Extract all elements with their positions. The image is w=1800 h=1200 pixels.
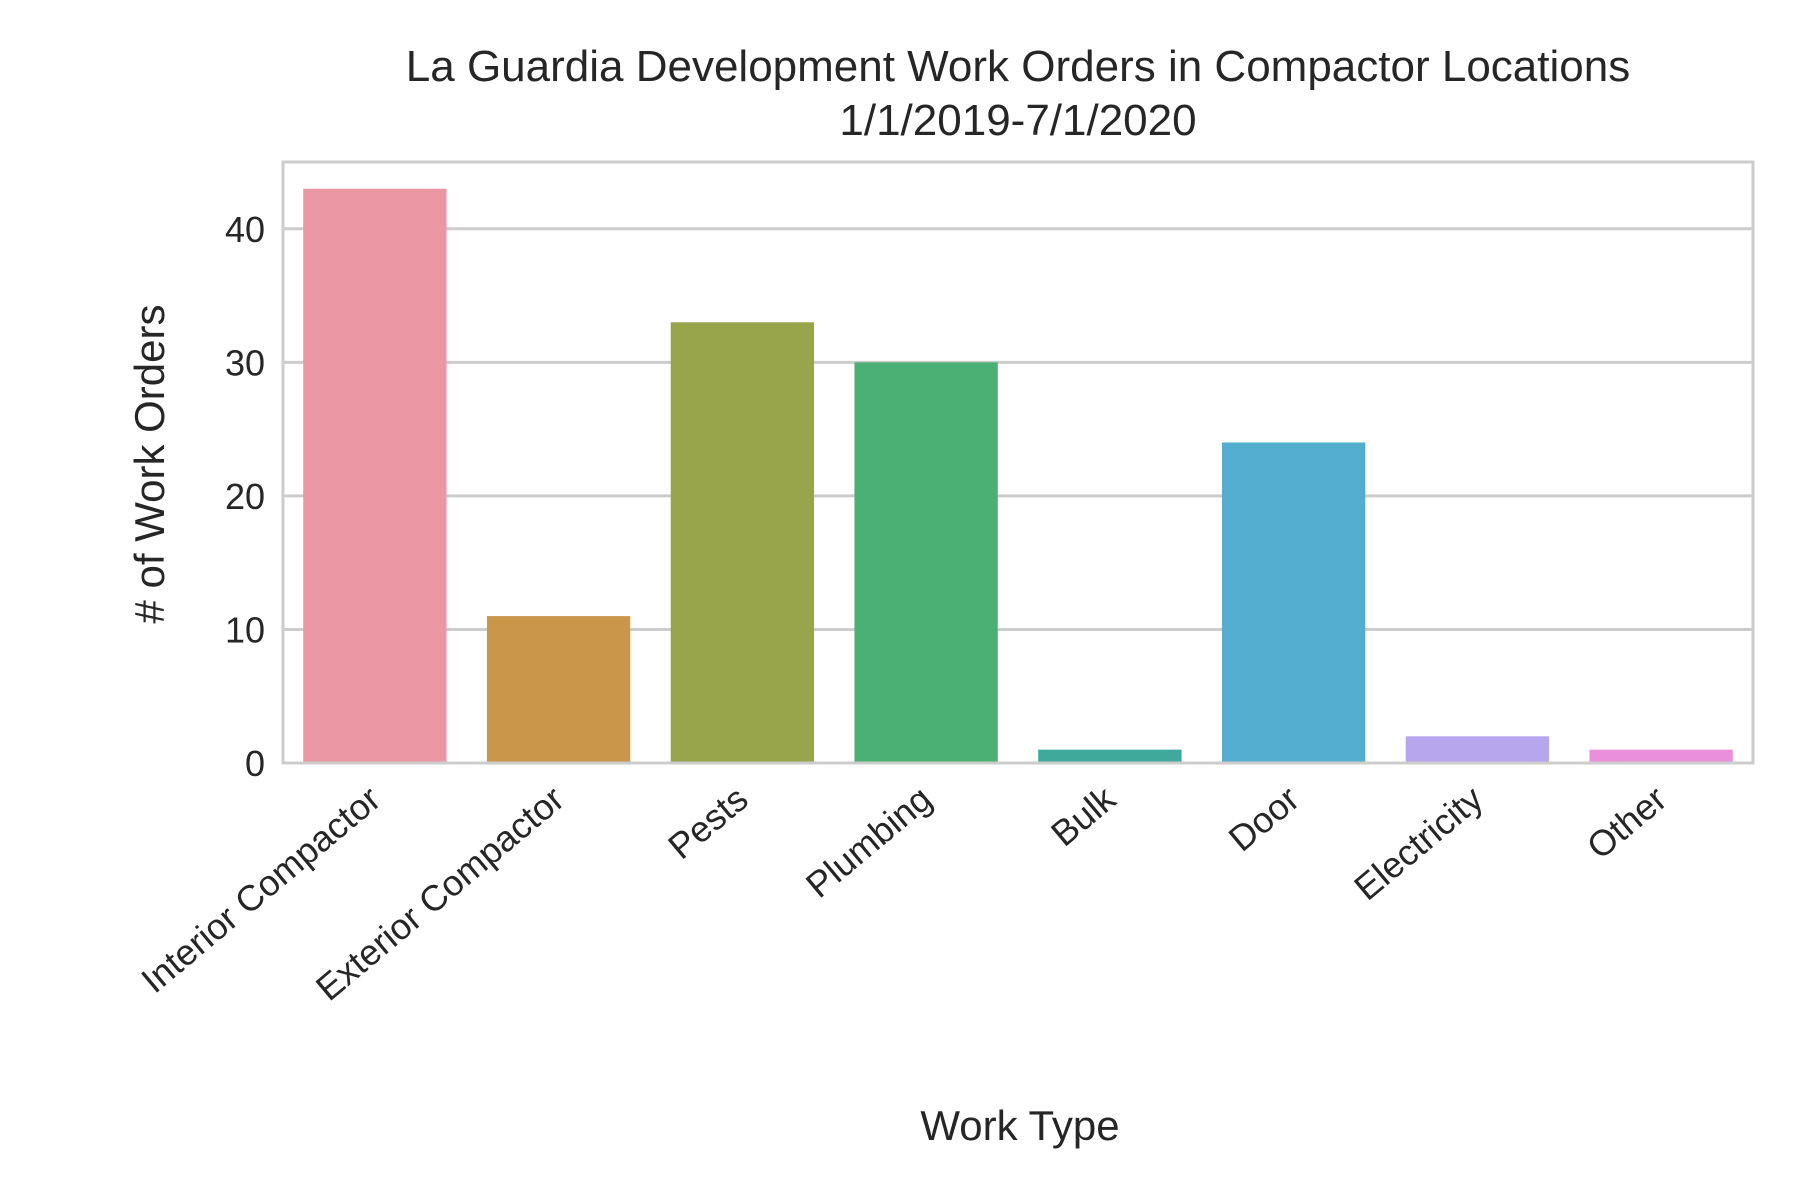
bars bbox=[303, 188, 1733, 763]
x-tick-label: Bulk bbox=[1043, 777, 1124, 854]
bar-bulk bbox=[1038, 749, 1182, 763]
bar-exterior-compactor bbox=[486, 616, 631, 763]
x-tick-label: Pests bbox=[660, 778, 755, 867]
x-tick-label: Door bbox=[1221, 778, 1307, 860]
bar-pests bbox=[670, 322, 815, 763]
bar-plumbing bbox=[854, 362, 998, 763]
y-tick-label: 10 bbox=[225, 609, 265, 650]
y-tick-label: 30 bbox=[225, 342, 265, 383]
y-axis-label: # of Work Orders bbox=[126, 305, 173, 624]
y-tick-label: 20 bbox=[225, 476, 265, 517]
x-tick-label: Other bbox=[1579, 778, 1674, 867]
plot-frame bbox=[281, 160, 1755, 765]
y-tick-label: 0 bbox=[245, 743, 265, 784]
bar-door bbox=[1221, 442, 1366, 763]
bar-electricity bbox=[1405, 736, 1550, 763]
chart-title-line-1: La Guardia Development Work Orders in Co… bbox=[405, 42, 1631, 91]
x-tick-label: Plumbing bbox=[798, 778, 939, 906]
bar-other bbox=[1589, 749, 1733, 763]
y-tick-label: 40 bbox=[225, 209, 265, 250]
x-axis-label: Work Type bbox=[920, 1102, 1119, 1149]
y-tick-labels: 0 10 20 30 40 bbox=[225, 209, 265, 784]
chart-title-line-2: 1/1/2019-7/1/2020 bbox=[839, 96, 1197, 145]
bar-interior-compactor bbox=[303, 188, 447, 763]
x-tick-label: Electricity bbox=[1346, 778, 1490, 908]
